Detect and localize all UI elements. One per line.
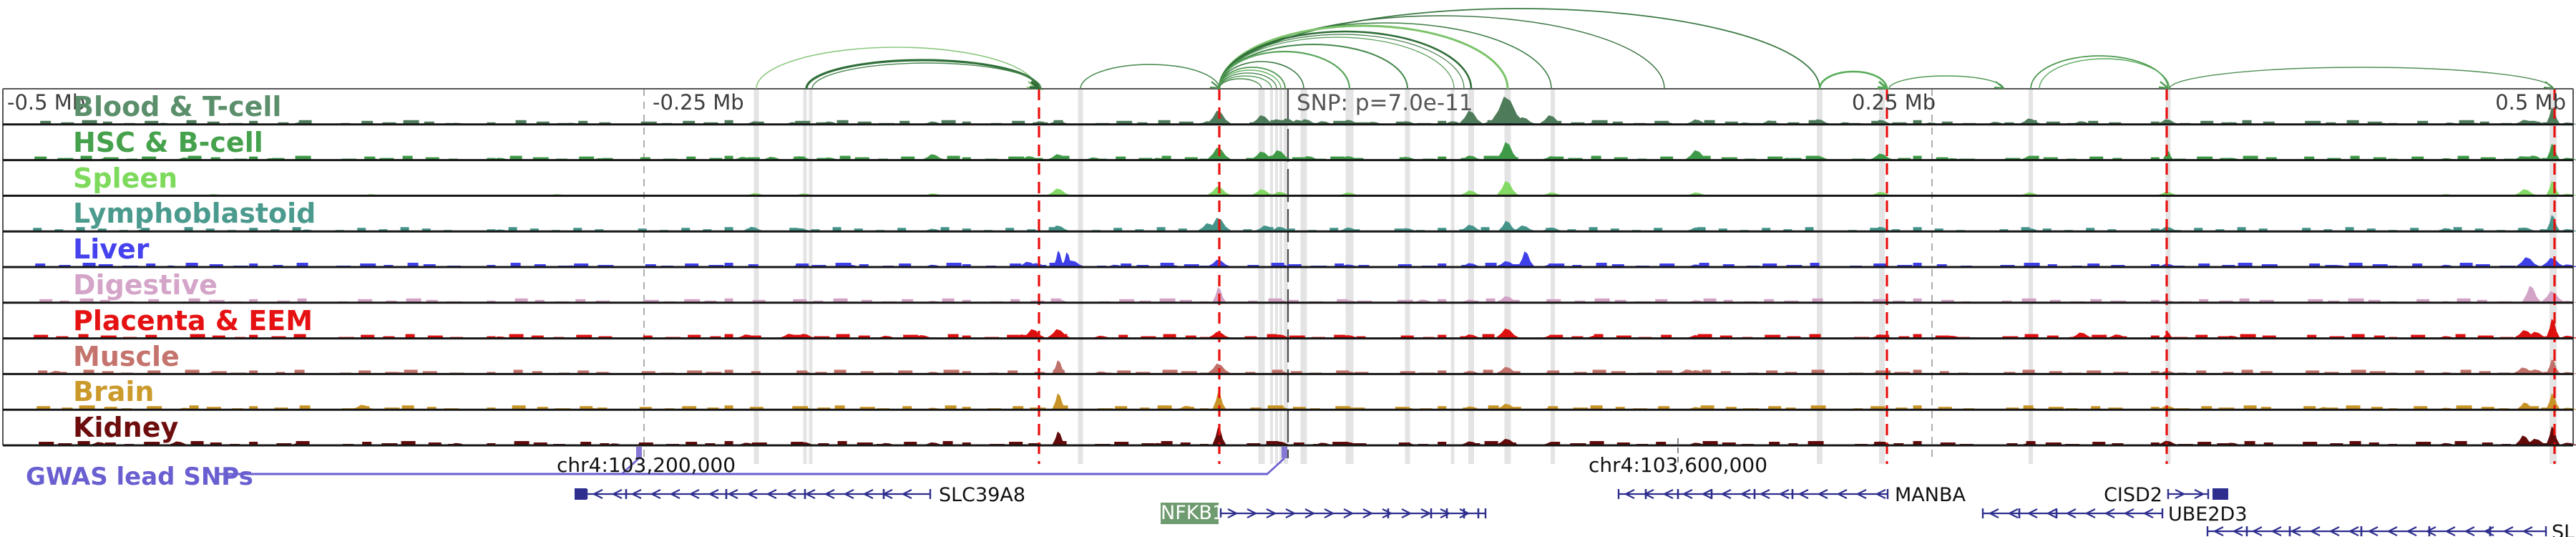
axis-label-minus-0-25mb: -0.25 Mb (653, 90, 744, 115)
track-signal-kidney (39, 426, 2576, 445)
axis-label-plus-0-25mb: 0.25 Mb (1852, 90, 1936, 115)
track-signal-digestive (39, 285, 2576, 303)
highlight-band (1879, 89, 1885, 464)
arc-arrowhead (2158, 81, 2171, 90)
highlight-band (1551, 89, 1555, 464)
highlight-band (803, 89, 807, 464)
interaction-arc (1218, 30, 1473, 90)
track-label-muscle: Muscle (73, 340, 180, 372)
interaction-arc (1219, 78, 1262, 90)
highlight-band (1817, 89, 1823, 464)
axis-label-plus-0-5mb: 0.5 Mb (2495, 90, 2566, 115)
highlight-band (1405, 89, 1410, 464)
arc-arrowhead (1877, 80, 1890, 90)
interaction-arc (1219, 69, 1282, 90)
highlight-band (1468, 89, 1474, 464)
highlight-band (1275, 89, 1278, 464)
gene-model-manba (1617, 489, 1889, 499)
track-signal-brain (36, 392, 2576, 410)
track-label-hsc-b-cell: HSC & B-cell (73, 126, 263, 158)
interaction-arc (756, 47, 1037, 90)
interaction-arc (2030, 55, 2169, 90)
interaction-arc (2039, 58, 2170, 90)
track-label-brain: Brain (73, 376, 155, 408)
interaction-arc (1219, 8, 1820, 90)
highlight-band (1284, 89, 1288, 464)
gene-label-cisd2: CISD2 (2104, 484, 2162, 506)
track-label-lymphoblastoid: Lymphoblastoid (73, 198, 316, 230)
gene-model-sl (2206, 526, 2547, 536)
track-signal-spleen (202, 180, 2576, 196)
highlight-band (1279, 89, 1282, 464)
gwas-snp-tick (636, 447, 642, 458)
gwas-snp-tick (1282, 447, 1287, 458)
track-label-kidney: Kidney (73, 412, 179, 444)
highlight-band (1270, 89, 1273, 464)
chr-coordinate-label: chr4:103,200,000 (556, 453, 736, 477)
gwas-leader-slant (1267, 458, 1285, 475)
snp-pvalue-label: SNP: p=7.0e-11 (1297, 90, 1473, 116)
highlight-band (1078, 89, 1083, 464)
gene-model-slc39a8 (575, 488, 932, 500)
interaction-arc (1080, 64, 1220, 90)
gene-label-ube2d3: UBE2D3 (2168, 503, 2248, 526)
interaction-arc (1219, 34, 1465, 90)
interaction-arc (1219, 22, 1552, 90)
interaction-arc (2169, 67, 2554, 90)
interaction-arc (1219, 72, 1277, 90)
track-label-spleen: Spleen (73, 162, 178, 194)
gene-label-slc39a8: SLC39A8 (939, 484, 1026, 506)
gene-model-ube2d3 (1981, 508, 2164, 518)
gene-label-manba: MANBA (1895, 484, 1966, 506)
arc-arrowhead (1994, 81, 2006, 90)
gene-model-cisd2 (2167, 488, 2228, 500)
gwas-lead-snps-label: GWAS lead SNPs (26, 463, 253, 491)
highlight-band (2165, 89, 2171, 464)
interaction-arc (805, 59, 1040, 90)
highlight-band (1300, 89, 1307, 464)
interaction-arc (1219, 75, 1272, 90)
arc-arrowhead (2543, 81, 2556, 90)
track-label-liver: Liver (73, 233, 150, 266)
interaction-arc (1218, 50, 1351, 90)
gene-model-nfkb1 (1219, 508, 1487, 518)
interaction-arc (1219, 67, 1286, 90)
highlight-band (2550, 89, 2557, 464)
highlight-band (753, 89, 759, 464)
gene-label-nfkb1-highlighted: NFKB1 (1161, 502, 1225, 524)
gwas-leader-slant (621, 458, 640, 475)
highlight-band (1345, 89, 1354, 464)
chr-coordinate-label: chr4:103,600,000 (1588, 453, 1768, 477)
track-label-blood-t-cell: Blood & T-cell (73, 91, 282, 122)
highlight-band (1504, 89, 1511, 464)
interaction-arc (811, 62, 1042, 90)
gene-label-sl: SL (2552, 521, 2575, 537)
highlight-band (2029, 89, 2033, 464)
track-label-placenta-eem: Placenta & EEM (73, 304, 313, 337)
interaction-arc (1888, 75, 2004, 90)
highlight-band (1450, 89, 1455, 464)
axis-label-minus-0-5mb: -0.5 Mb (7, 90, 86, 115)
track-signal-muscle (38, 359, 2576, 374)
interaction-arc (1219, 37, 1455, 90)
interaction-arc (1818, 70, 1888, 90)
highlight-band (809, 89, 813, 464)
arc-arrowhead (1029, 80, 1043, 90)
highlight-band (1258, 89, 1265, 464)
track-label-digestive: Digestive (73, 269, 218, 301)
interaction-arc (1219, 61, 1304, 90)
